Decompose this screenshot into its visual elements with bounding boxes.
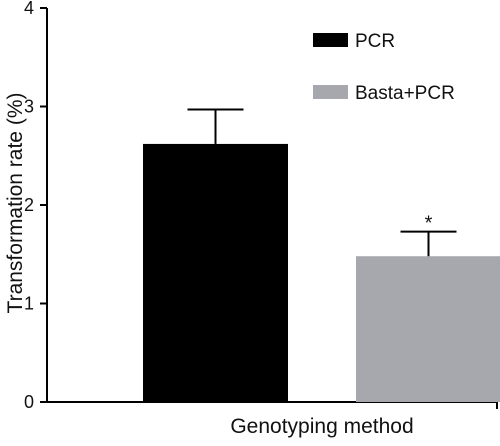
legend-label-basta-pcr: Basta+PCR	[355, 83, 455, 104]
legend: PCR Basta+PCR	[313, 31, 455, 104]
legend-swatch-pcr	[313, 33, 348, 47]
significance-marker: *	[425, 213, 433, 235]
legend-label-pcr: PCR	[355, 31, 395, 52]
y-tick-label: 0	[24, 392, 34, 412]
y-axis-title: Transformation rate (%)	[4, 93, 27, 314]
y-tick-label: 4	[24, 0, 34, 18]
y-tick-label: 3	[24, 97, 34, 117]
y-tick-label: 2	[24, 195, 34, 215]
bar-pcr	[143, 143, 288, 402]
legend-swatch-basta-pcr	[313, 85, 348, 99]
x-axis-title: Genotyping method	[230, 415, 413, 438]
bars: *	[143, 108, 500, 402]
y-tick-label: 1	[24, 294, 34, 314]
bar-basta-pcr	[356, 256, 500, 402]
